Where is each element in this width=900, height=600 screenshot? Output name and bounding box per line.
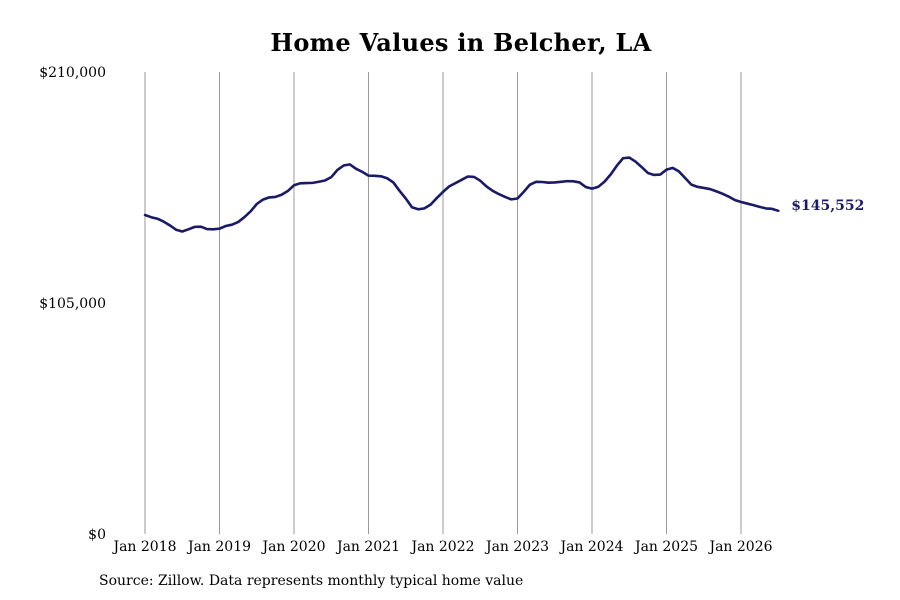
x-tick-label: Jan 2025: [633, 539, 698, 555]
x-tick-label: Jan 2023: [484, 539, 549, 555]
y-tick-label: $105,000: [39, 296, 106, 312]
y-tick-label: $210,000: [39, 65, 106, 81]
source-note: Source: Zillow. Data represents monthly …: [99, 573, 524, 589]
x-tick-label: Jan 2021: [335, 539, 400, 555]
x-tick-label: Jan 2026: [707, 539, 772, 555]
x-tick-label: Jan 2022: [409, 539, 474, 555]
x-tick-label: Jan 2024: [558, 539, 623, 555]
chart-title: Home Values in Belcher, LA: [270, 28, 652, 57]
y-tick-label: $0: [88, 527, 106, 543]
end-value-label: $145,552: [791, 198, 864, 214]
x-tick-label: Jan 2018: [111, 539, 176, 555]
x-tick-label: Jan 2019: [186, 539, 251, 555]
series-line: [143, 156, 780, 233]
x-tick-label: Jan 2020: [260, 539, 325, 555]
